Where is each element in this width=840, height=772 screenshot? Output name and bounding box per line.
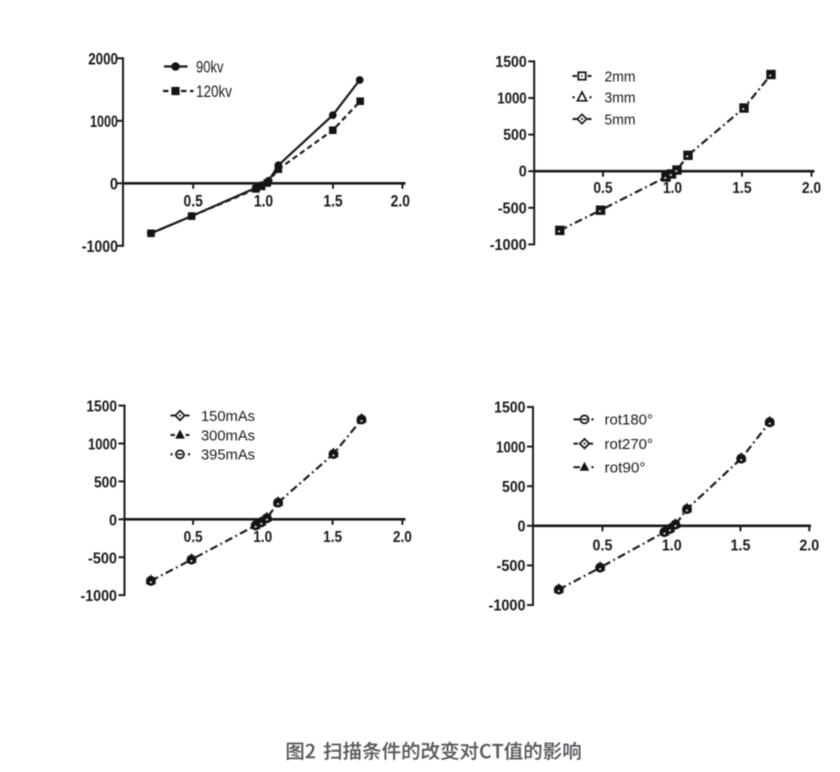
svg-text:-1000: -1000: [82, 237, 118, 256]
svg-text:1.0: 1.0: [663, 180, 682, 197]
svg-text:300mAs: 300mAs: [201, 428, 255, 444]
svg-text:rot180°: rot180°: [605, 413, 654, 429]
svg-text:1000: 1000: [90, 112, 118, 131]
svg-text:0: 0: [518, 519, 526, 536]
svg-text:1500: 1500: [86, 399, 117, 416]
svg-text:2.0: 2.0: [799, 537, 819, 554]
svg-text:0.5: 0.5: [593, 537, 613, 554]
svg-text:2.0: 2.0: [393, 529, 412, 546]
svg-text:0.5: 0.5: [184, 529, 203, 546]
svg-text:2mm: 2mm: [605, 69, 636, 85]
svg-text:500: 500: [94, 475, 117, 492]
svg-text:-500: -500: [497, 558, 526, 575]
svg-text:0: 0: [110, 175, 118, 194]
svg-text:1000: 1000: [496, 439, 526, 456]
svg-text:rot90°: rot90°: [605, 461, 646, 477]
svg-text:1500: 1500: [494, 400, 525, 417]
svg-text:2000: 2000: [88, 50, 118, 69]
svg-text:395mAs: 395mAs: [201, 448, 255, 464]
svg-text:0.5: 0.5: [184, 192, 203, 211]
svg-text:-500: -500: [498, 200, 527, 217]
svg-text:0: 0: [109, 512, 117, 529]
svg-text:1500: 1500: [495, 54, 526, 71]
svg-text:1000: 1000: [497, 91, 527, 108]
svg-text:5mm: 5mm: [605, 112, 636, 128]
svg-text:90kv: 90kv: [196, 58, 224, 76]
svg-text:3mm: 3mm: [605, 91, 636, 107]
svg-text:1.5: 1.5: [323, 529, 342, 546]
svg-text:2.0: 2.0: [802, 180, 821, 197]
svg-text:1.5: 1.5: [732, 180, 752, 197]
svg-text:0: 0: [519, 164, 527, 181]
svg-text:150mAs: 150mAs: [201, 409, 255, 425]
svg-text:-500: -500: [88, 550, 117, 567]
svg-text:1.0: 1.0: [253, 529, 272, 546]
svg-text:2.0: 2.0: [391, 192, 410, 211]
svg-text:0.5: 0.5: [593, 180, 613, 197]
svg-text:1.5: 1.5: [731, 537, 751, 554]
svg-text:1.5: 1.5: [323, 192, 342, 211]
svg-text:-1000: -1000: [81, 588, 118, 605]
svg-text:1.0: 1.0: [662, 537, 682, 554]
svg-text:1000: 1000: [88, 437, 117, 454]
svg-text:-1000: -1000: [490, 237, 527, 254]
svg-text:500: 500: [502, 479, 526, 496]
svg-text:-1000: -1000: [489, 598, 526, 615]
svg-text:1.0: 1.0: [254, 192, 273, 211]
svg-text:500: 500: [503, 127, 527, 144]
svg-text:rot270°: rot270°: [605, 437, 654, 453]
svg-text:120kv: 120kv: [196, 83, 233, 101]
